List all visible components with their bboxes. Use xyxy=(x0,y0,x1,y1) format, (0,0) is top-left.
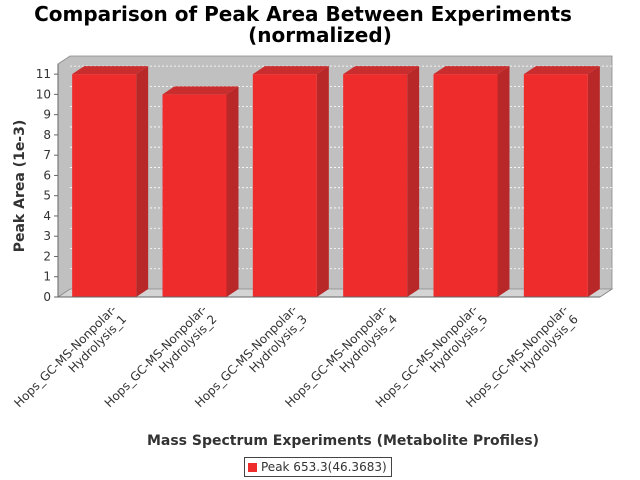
bar-top xyxy=(72,66,149,75)
bar xyxy=(343,66,420,297)
bar xyxy=(252,66,329,297)
y-tick-label: 6 xyxy=(43,168,51,182)
y-tick-label: 0 xyxy=(43,290,51,304)
bars xyxy=(72,66,600,298)
bar-top xyxy=(162,86,239,95)
bar-front xyxy=(162,94,227,298)
y-tick-label: 1 xyxy=(43,270,51,284)
bar xyxy=(433,66,510,297)
bar-top xyxy=(252,66,329,75)
chart-title-line-1: Comparison of Peak Area Between Experime… xyxy=(34,2,572,26)
bar-side xyxy=(226,86,239,298)
bar xyxy=(162,86,239,298)
bar-top xyxy=(433,66,510,75)
y-tick-label: 4 xyxy=(43,209,51,223)
y-tick-label: 8 xyxy=(43,128,51,142)
bar-front xyxy=(523,74,588,297)
y-axis: 0 1 2 3 4 5 6 7 8 9 10 11 xyxy=(36,64,59,304)
bar-front xyxy=(252,74,317,297)
y-tick-label: 2 xyxy=(43,249,51,263)
bar-front xyxy=(433,74,498,297)
y-tick-label: 9 xyxy=(43,108,51,122)
legend-swatch xyxy=(248,462,257,472)
y-tick-label: 10 xyxy=(36,87,51,101)
x-tick-label-line: Hops_GC-MS-Nonpolar- xyxy=(11,302,119,410)
chart-title-line-2: (normalized) xyxy=(248,23,392,47)
y-tick-label: 11 xyxy=(36,67,51,81)
bar-front xyxy=(343,74,408,297)
bar-front xyxy=(72,74,137,297)
bar-side xyxy=(587,66,600,297)
y-tick-label: 7 xyxy=(43,148,51,162)
x-axis: Hops_GC-MS-Nonpolar-Hydrolysis_1Hops_GC-… xyxy=(11,296,600,410)
bar xyxy=(72,66,149,297)
bar-side xyxy=(407,66,420,297)
legend: Peak 653.3(46.3683) xyxy=(244,457,392,477)
bar-side xyxy=(136,66,149,297)
bar-top xyxy=(523,66,600,75)
bar-side xyxy=(316,66,329,297)
bar-side xyxy=(497,66,510,297)
y-axis-label: Peak Area (1e-3) xyxy=(12,120,28,253)
y-tick-label: 3 xyxy=(43,229,51,243)
y-tick-label: 5 xyxy=(43,189,51,203)
legend-label: Peak 653.3(46.3683) xyxy=(261,460,387,474)
x-axis-label: Mass Spectrum Experiments (Metabolite Pr… xyxy=(147,433,539,449)
bar-top xyxy=(343,66,420,75)
bar xyxy=(523,66,600,297)
